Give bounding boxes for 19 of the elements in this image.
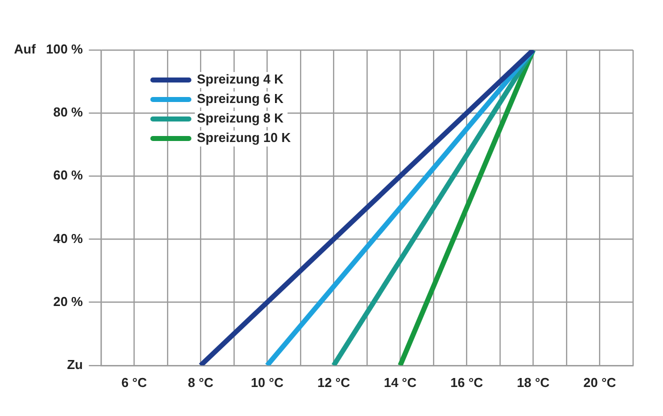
y-tick-label: 40 % bbox=[53, 230, 84, 246]
x-tick-label: 10 °C bbox=[250, 374, 284, 390]
x-tick-label: 8 °C bbox=[188, 374, 214, 390]
y-tick-label: 100 % bbox=[46, 42, 84, 57]
legend-label: Spreizung 4 K bbox=[196, 72, 284, 87]
legend-label: Spreizung 6 K bbox=[196, 91, 284, 106]
y-tick-label: 60 % bbox=[53, 168, 84, 183]
legend-label: Spreizung 10 K bbox=[196, 130, 292, 146]
x-tick-label: 12 °C bbox=[317, 374, 351, 390]
legend-label: Spreizung 8 K bbox=[196, 110, 284, 126]
x-tick-label: 6 °C bbox=[121, 374, 148, 390]
y-tick-label: Zu bbox=[66, 356, 83, 372]
text: Auf bbox=[14, 42, 36, 57]
x-tick-label: 16 °C bbox=[450, 374, 484, 390]
x-tick-label: 14 °C bbox=[384, 374, 418, 390]
y-tick-label: 20 % bbox=[53, 294, 84, 309]
x-tick-label: 18 °C bbox=[516, 374, 550, 390]
x-tick-label: 20 °C bbox=[583, 374, 617, 390]
y-tick-label: 80 % bbox=[53, 104, 84, 120]
